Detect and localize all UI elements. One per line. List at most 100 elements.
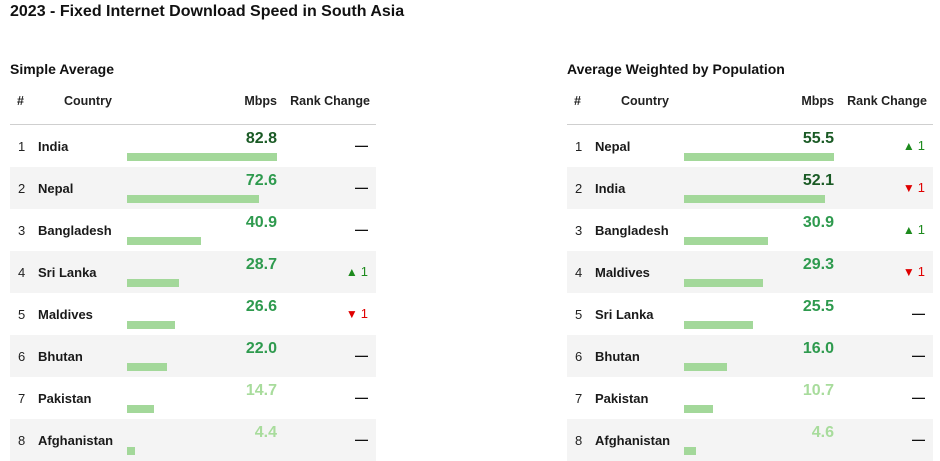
table-row: 2 Nepal 72.6 —: [10, 167, 376, 209]
table-row: 4 Maldives 29.3 ▼ 1: [567, 251, 933, 293]
page-title: 2023 - Fixed Internet Download Speed in …: [10, 3, 405, 20]
table-header: # Country Mbps Rank Change: [567, 92, 933, 125]
rank-change-number: 1: [917, 264, 925, 279]
mbps-bar: [127, 363, 167, 371]
country-column-header: Country: [621, 94, 669, 108]
rank-cell: 1: [575, 139, 583, 154]
no-change-dash-icon: —: [912, 390, 925, 405]
rank-cell: 2: [18, 181, 26, 196]
mbps-bar: [127, 279, 179, 287]
mbps-bar: [684, 153, 834, 161]
table-row: 1 Nepal 55.5 ▲ 1: [567, 125, 933, 167]
rank-cell: 8: [575, 433, 583, 448]
table-row: 1 India 82.8 —: [10, 125, 376, 167]
mbps-value: 55.5: [802, 130, 834, 147]
up-triangle-icon: ▲: [902, 223, 915, 237]
mbps-value: 22.0: [245, 340, 277, 357]
country-cell: Bhutan: [595, 349, 640, 364]
mbps-value: 72.6: [245, 172, 277, 189]
rank-cell: 4: [575, 265, 583, 280]
simple-average-panel: Simple Average # Country Mbps Rank Chang…: [10, 60, 376, 461]
country-cell: Bangladesh: [38, 223, 112, 238]
country-cell: India: [595, 181, 626, 196]
table-body: 1 India 82.8 — 2 Nepal 72.6 — 3 Bangladesh 40.9 — 4 S…: [10, 125, 376, 461]
up-triangle-icon: ▲: [345, 265, 358, 279]
rank-cell: 6: [18, 349, 26, 364]
country-cell: Sri Lanka: [595, 307, 654, 322]
weighted-average-panel: Average Weighted by Population # Country…: [567, 60, 933, 461]
mbps-value: 28.7: [245, 256, 277, 273]
rank-change-cell: ▼ 1: [903, 264, 925, 279]
rank-cell: 8: [18, 433, 26, 448]
table-row: 5 Sri Lanka 25.5 —: [567, 293, 933, 335]
down-triangle-icon: ▼: [902, 265, 915, 279]
table-row: 8 Afghanistan 4.6 —: [567, 419, 933, 461]
mbps-value: 4.4: [254, 424, 277, 441]
mbps-value: 25.5: [802, 298, 834, 315]
rank-change-number: 1: [917, 222, 925, 237]
rank-change-column-header: Rank Change: [290, 94, 370, 108]
mbps-value: 30.9: [802, 214, 834, 231]
rank-cell: 3: [575, 223, 583, 238]
rank-change-cell: ▲ 1: [346, 264, 368, 279]
rank-cell: 1: [18, 139, 26, 154]
rank-cell: 7: [575, 391, 583, 406]
rank-change-number: 1: [917, 138, 925, 153]
country-cell: India: [38, 139, 69, 154]
rank-change-number: 1: [360, 264, 368, 279]
mbps-bar: [684, 321, 753, 329]
country-cell: Afghanistan: [38, 433, 114, 448]
mbps-bar: [684, 237, 768, 245]
mbps-column-header: Mbps: [244, 94, 277, 108]
mbps-value: 4.6: [811, 424, 834, 441]
country-cell: Maldives: [595, 265, 650, 280]
no-change-dash-icon: —: [912, 306, 925, 321]
mbps-value: 26.6: [245, 298, 277, 315]
rank-cell: 2: [575, 181, 583, 196]
rank-cell: 3: [18, 223, 26, 238]
rank-change-cell: ▲ 1: [903, 138, 925, 153]
table-row: 5 Maldives 26.6 ▼ 1: [10, 293, 376, 335]
country-cell: Bangladesh: [595, 223, 669, 238]
rank-cell: 4: [18, 265, 26, 280]
down-triangle-icon: ▼: [345, 307, 358, 321]
table-body: 1 Nepal 55.5 ▲ 1 2 India 52.1 ▼ 1 3 Bangladesh 30.9 ▲…: [567, 125, 933, 461]
mbps-bar: [684, 363, 727, 371]
table-row: 2 India 52.1 ▼ 1: [567, 167, 933, 209]
panel-title: Average Weighted by Population: [567, 61, 785, 77]
mbps-bar: [684, 405, 713, 413]
table-row: 7 Pakistan 10.7 —: [567, 377, 933, 419]
rank-change-number: 1: [360, 306, 368, 321]
mbps-bar: [127, 237, 201, 245]
rank-column-header: #: [574, 94, 581, 108]
table-row: 6 Bhutan 22.0 —: [10, 335, 376, 377]
no-change-dash-icon: —: [355, 222, 368, 237]
table-row: 7 Pakistan 14.7 —: [10, 377, 376, 419]
mbps-bar: [127, 195, 259, 203]
country-cell: Bhutan: [38, 349, 83, 364]
mbps-value: 40.9: [245, 214, 277, 231]
no-change-dash-icon: —: [355, 390, 368, 405]
table-row: 4 Sri Lanka 28.7 ▲ 1: [10, 251, 376, 293]
table-row: 8 Afghanistan 4.4 —: [10, 419, 376, 461]
mbps-value: 14.7: [245, 382, 277, 399]
rank-change-number: 1: [917, 180, 925, 195]
no-change-dash-icon: —: [912, 432, 925, 447]
mbps-column-header: Mbps: [801, 94, 834, 108]
rank-cell: 5: [18, 307, 26, 322]
mbps-value: 29.3: [802, 256, 834, 273]
no-change-dash-icon: —: [355, 432, 368, 447]
down-triangle-icon: ▼: [902, 181, 915, 195]
rank-change-cell: ▲ 1: [903, 222, 925, 237]
up-triangle-icon: ▲: [902, 139, 915, 153]
mbps-bar: [127, 447, 135, 455]
panel-title: Simple Average: [10, 61, 115, 77]
mbps-bar: [684, 195, 825, 203]
mbps-value: 16.0: [802, 340, 834, 357]
no-change-dash-icon: —: [355, 138, 368, 153]
mbps-value: 52.1: [802, 172, 834, 189]
rank-change-column-header: Rank Change: [847, 94, 927, 108]
table-row: 6 Bhutan 16.0 —: [567, 335, 933, 377]
country-cell: Maldives: [38, 307, 93, 322]
mbps-bar: [127, 153, 277, 161]
